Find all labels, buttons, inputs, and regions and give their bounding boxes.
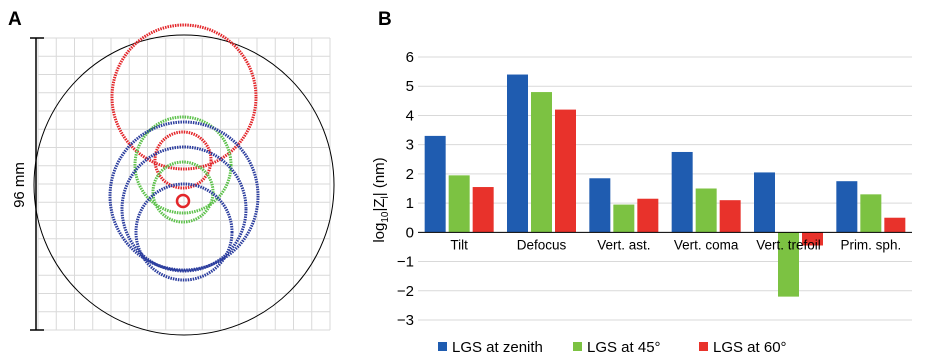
bar xyxy=(507,74,528,233)
bar xyxy=(637,198,659,233)
y-tick-label: 2 xyxy=(406,166,414,183)
y-axis-title-main: log xyxy=(371,223,388,243)
category-label: Vert. trefoil xyxy=(756,237,821,252)
bar xyxy=(448,175,470,233)
legend-label: LGS at zenith xyxy=(452,339,543,356)
footprint-blue-large xyxy=(108,120,260,272)
y-tick-label: −1 xyxy=(397,254,414,271)
y-tick-label: 3 xyxy=(406,137,414,154)
bar xyxy=(802,232,823,246)
scale-bar-label: 96 mm xyxy=(11,162,28,208)
legend-swatch xyxy=(573,342,582,351)
y-tick-label: 1 xyxy=(406,195,414,212)
category-label: Defocus xyxy=(517,237,567,252)
footprint-blue-small xyxy=(134,182,234,282)
y-tick-label: −3 xyxy=(397,312,414,329)
bar xyxy=(884,217,906,233)
y-axis-title-abs: |Z xyxy=(371,198,388,211)
legend-swatch xyxy=(699,342,708,351)
y-tick-label: 5 xyxy=(406,78,414,95)
bar xyxy=(589,178,611,233)
category-label: Vert. coma xyxy=(674,237,739,252)
y-axis-title-subscript-index: l xyxy=(380,196,391,198)
category-label: Prim. sph. xyxy=(840,237,901,252)
telescope-pupil-circle xyxy=(33,34,335,336)
legend-label: LGS at 45° xyxy=(587,339,661,356)
panel-b-label: B xyxy=(378,9,392,30)
bar xyxy=(719,200,741,233)
footprint-green-large xyxy=(133,115,233,215)
legend: LGS at zenith LGS at 45° LGS at 60° xyxy=(438,339,787,356)
category-label: Vert. ast. xyxy=(597,237,650,252)
footprint-red-medium xyxy=(153,130,213,190)
category-label: Tilt xyxy=(450,237,468,252)
footprint-blue-medium xyxy=(120,145,248,273)
y-axis-title-subscript-base: 10 xyxy=(380,211,391,223)
y-tick-label: 0 xyxy=(406,224,414,241)
legend-label: LGS at 60° xyxy=(713,339,787,356)
legend-swatch xyxy=(438,342,447,351)
bar xyxy=(531,92,552,233)
y-axis-title-unit: | (nm) xyxy=(371,157,388,196)
bar-chart: 6 5 4 3 2 1 0 −1 −2 −3 Tilt Defocus Vert. ast. Vert. … xyxy=(397,49,912,329)
bar xyxy=(472,187,494,233)
y-tick-label: 4 xyxy=(406,107,414,124)
bar xyxy=(671,151,693,233)
footprint-red-small xyxy=(175,193,191,209)
bar xyxy=(860,194,882,233)
bar xyxy=(424,135,446,233)
y-tick-label: 6 xyxy=(406,49,414,66)
bar xyxy=(555,109,576,233)
panel-a-label: A xyxy=(8,9,22,30)
bar xyxy=(754,172,775,233)
bar xyxy=(695,188,717,233)
panel-a: A 96 mm xyxy=(8,9,335,336)
y-tick-label: −2 xyxy=(397,283,414,300)
footprint-red-large xyxy=(110,23,258,171)
bar xyxy=(778,232,799,297)
bar xyxy=(613,204,635,233)
y-axis-title: log10|Zl| (nm) xyxy=(371,157,391,242)
bar xyxy=(836,181,858,233)
